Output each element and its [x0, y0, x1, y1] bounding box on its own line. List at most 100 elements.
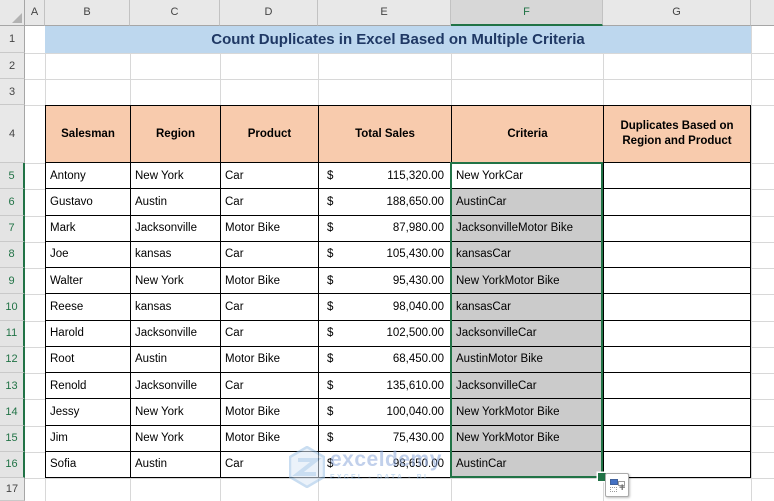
cell-B14[interactable]: Jessy [46, 399, 130, 425]
cell-B6[interactable]: Gustavo [46, 189, 130, 215]
cell-G5[interactable] [604, 163, 750, 189]
row-header-6[interactable]: 6 [0, 189, 25, 216]
row-header-9[interactable]: 9 [0, 268, 25, 295]
column-header-E[interactable]: E [318, 0, 451, 26]
row-header-3[interactable]: 3 [0, 79, 25, 105]
cell-E12[interactable]: $68,450.00 [319, 346, 451, 372]
cell-C5[interactable]: New York [131, 163, 220, 189]
cell-G14[interactable] [604, 399, 750, 425]
column-header-partial[interactable] [751, 0, 774, 26]
column-header-C[interactable]: C [130, 0, 220, 26]
cell-F8[interactable]: kansasCar [452, 241, 603, 267]
cell-B11[interactable]: Harold [46, 320, 130, 346]
cell-B16[interactable]: Sofia [46, 451, 130, 477]
cell-G12[interactable] [604, 346, 750, 372]
cell-E16[interactable]: $98,650.00 [319, 451, 451, 477]
row-header-7[interactable]: 7 [0, 215, 25, 242]
cell-E8[interactable]: $105,430.00 [319, 241, 451, 267]
cell-D14[interactable]: Motor Bike [221, 399, 318, 425]
cell-B12[interactable]: Root [46, 346, 130, 372]
cell-D16[interactable]: Car [221, 451, 318, 477]
cell-G10[interactable] [604, 294, 750, 320]
cell-F9[interactable]: New YorkMotor Bike [452, 268, 603, 294]
column-header-B[interactable]: B [45, 0, 130, 26]
cell-E11[interactable]: $102,500.00 [319, 320, 451, 346]
cell-D8[interactable]: Car [221, 241, 318, 267]
column-header-G[interactable]: G [603, 0, 751, 26]
cell-C10[interactable]: kansas [131, 294, 220, 320]
cell-C11[interactable]: Jacksonville [131, 320, 220, 346]
table-header-product[interactable]: Product [221, 106, 318, 162]
column-header-A[interactable]: A [25, 0, 45, 26]
cell-F15[interactable]: New YorkMotor Bike [452, 425, 603, 451]
cell-C14[interactable]: New York [131, 399, 220, 425]
row-header-10[interactable]: 10 [0, 294, 25, 321]
cell-E7[interactable]: $87,980.00 [319, 215, 451, 241]
table-header-criteria[interactable]: Criteria [452, 106, 603, 162]
cell-G6[interactable] [604, 189, 750, 215]
cell-E6[interactable]: $188,650.00 [319, 189, 451, 215]
cell-C9[interactable]: New York [131, 268, 220, 294]
row-header-16[interactable]: 16 [0, 451, 25, 478]
cell-F12[interactable]: AustinMotor Bike [452, 346, 603, 372]
cell-C16[interactable]: Austin [131, 451, 220, 477]
row-header-11[interactable]: 11 [0, 320, 25, 347]
cell-F16[interactable]: AustinCar [452, 451, 603, 477]
cell-G16[interactable] [604, 451, 750, 477]
cell-C13[interactable]: Jacksonville [131, 373, 220, 399]
cell-C7[interactable]: Jacksonville [131, 215, 220, 241]
cell-F11[interactable]: JacksonvilleCar [452, 320, 603, 346]
row-header-14[interactable]: 14 [0, 399, 25, 426]
column-header-D[interactable]: D [220, 0, 318, 26]
cell-C8[interactable]: kansas [131, 241, 220, 267]
fill-handle[interactable] [598, 473, 606, 481]
cell-G8[interactable] [604, 241, 750, 267]
cell-E10[interactable]: $98,040.00 [319, 294, 451, 320]
row-header-15[interactable]: 15 [0, 425, 25, 452]
row-header-1[interactable]: 1 [0, 26, 25, 53]
cell-F5[interactable]: New YorkCar [452, 163, 603, 189]
row-header-12[interactable]: 12 [0, 346, 25, 373]
cell-D11[interactable]: Car [221, 320, 318, 346]
cell-G11[interactable] [604, 320, 750, 346]
cell-E5[interactable]: $115,320.00 [319, 163, 451, 189]
cell-G15[interactable] [604, 425, 750, 451]
autofill-options-button[interactable] [605, 473, 629, 497]
cell-B7[interactable]: Mark [46, 215, 130, 241]
cell-E13[interactable]: $135,610.00 [319, 373, 451, 399]
cell-D7[interactable]: Motor Bike [221, 215, 318, 241]
cell-G9[interactable] [604, 268, 750, 294]
table-header-region[interactable]: Region [131, 106, 220, 162]
cell-B9[interactable]: Walter [46, 268, 130, 294]
cell-C12[interactable]: Austin [131, 346, 220, 372]
cell-D10[interactable]: Car [221, 294, 318, 320]
row-header-2[interactable]: 2 [0, 53, 25, 79]
row-header-5[interactable]: 5 [0, 163, 25, 190]
row-header-17[interactable]: 17 [0, 478, 25, 501]
row-header-4[interactable]: 4 [0, 105, 25, 163]
cell-E14[interactable]: $100,040.00 [319, 399, 451, 425]
cell-D12[interactable]: Motor Bike [221, 346, 318, 372]
cell-B15[interactable]: Jim [46, 425, 130, 451]
cell-B10[interactable]: Reese [46, 294, 130, 320]
cell-F7[interactable]: JacksonvilleMotor Bike [452, 215, 603, 241]
table-header-salesman[interactable]: Salesman [46, 106, 130, 162]
cell-G7[interactable] [604, 215, 750, 241]
title-cell[interactable]: Count Duplicates in Excel Based on Multi… [45, 26, 751, 53]
cell-D13[interactable]: Car [221, 373, 318, 399]
cell-E9[interactable]: $95,430.00 [319, 268, 451, 294]
table-header-duplicates[interactable]: Duplicates Based on Region and Product [604, 106, 750, 162]
cell-B5[interactable]: Antony [46, 163, 130, 189]
cell-D6[interactable]: Car [221, 189, 318, 215]
table-header-total-sales[interactable]: Total Sales [319, 106, 451, 162]
row-header-8[interactable]: 8 [0, 241, 25, 268]
cell-D5[interactable]: Car [221, 163, 318, 189]
select-all-corner[interactable] [0, 0, 25, 26]
row-header-13[interactable]: 13 [0, 373, 25, 400]
cell-E15[interactable]: $75,430.00 [319, 425, 451, 451]
cell-D15[interactable]: Motor Bike [221, 425, 318, 451]
cell-F14[interactable]: New YorkMotor Bike [452, 399, 603, 425]
cell-D9[interactable]: Motor Bike [221, 268, 318, 294]
cell-B13[interactable]: Renold [46, 373, 130, 399]
cell-C6[interactable]: Austin [131, 189, 220, 215]
